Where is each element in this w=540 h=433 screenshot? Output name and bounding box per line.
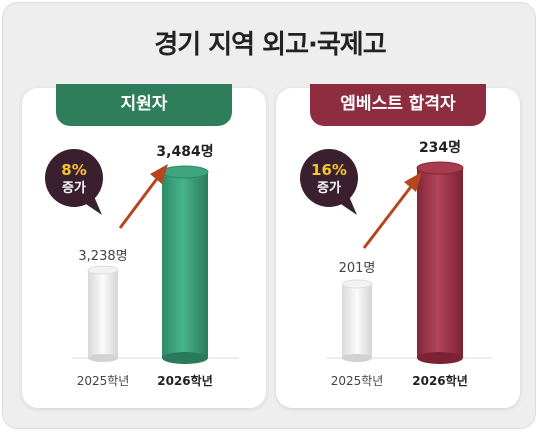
chart-panel-applicants: 지원자 3,238명 3,484명 8% [22, 84, 266, 408]
panel-title: 엠베스트 합격자 [310, 84, 486, 126]
value-label-2025: 3,238명 [78, 249, 127, 264]
value-label-2026: 3,484명 [156, 143, 213, 160]
bar-2025-top [87, 265, 119, 275]
badge-pct: 8% [61, 161, 86, 179]
chart-svg-passers: 201명 234명 16% 증가 2025학년 2026학년 [300, 139, 492, 388]
bar-2025-bottom [342, 354, 372, 362]
bar-2026-bottom [162, 352, 208, 364]
growth-badge: 8% 증가 [45, 149, 103, 215]
bar-2026-top [416, 161, 464, 175]
category-label-2026: 2026학년 [412, 373, 467, 388]
bar-2026-body [162, 172, 208, 358]
page-title: 경기 지역 외고·국제고 [154, 30, 386, 60]
bar-2026-top [161, 165, 209, 179]
bar-2026-body [417, 168, 463, 358]
panel-title: 지원자 [56, 84, 232, 126]
badge-label: 증가 [62, 181, 86, 196]
badge-circle [45, 149, 103, 207]
badge-tail [80, 194, 102, 215]
bar-2025-body [342, 284, 372, 358]
category-label-2026: 2026학년 [157, 373, 212, 388]
value-label-2026: 234명 [419, 139, 461, 156]
growth-arrow-head [150, 164, 168, 184]
chart-panel-passers: 엠베스트 합격자 201명 234명 16% [276, 84, 520, 408]
growth-arrow-line [362, 183, 415, 249]
bar-2025-body [88, 270, 118, 358]
badge-tail [335, 194, 357, 215]
badge-label: 증가 [317, 181, 341, 196]
growth-arrow-line [118, 175, 161, 229]
category-label-2025: 2025학년 [77, 374, 130, 388]
growth-arrow-head [404, 172, 422, 192]
badge-pct: 16% [311, 161, 347, 179]
bar-2026 [416, 161, 464, 364]
category-label-2025: 2025학년 [331, 374, 384, 388]
bar-2026-bottom [417, 352, 463, 364]
bar-2025 [341, 279, 373, 362]
badge-circle [300, 149, 358, 207]
chart-svg-applicants: 3,238명 3,484명 8% 증가 2025학년 2026학년 [45, 143, 238, 388]
bar-2025 [87, 265, 119, 362]
bar-2025-bottom [88, 354, 118, 362]
growth-badge: 16% 증가 [300, 149, 358, 215]
bar-2025-top [341, 279, 373, 289]
bar-2026 [161, 165, 209, 364]
value-label-2025: 201명 [339, 261, 376, 276]
